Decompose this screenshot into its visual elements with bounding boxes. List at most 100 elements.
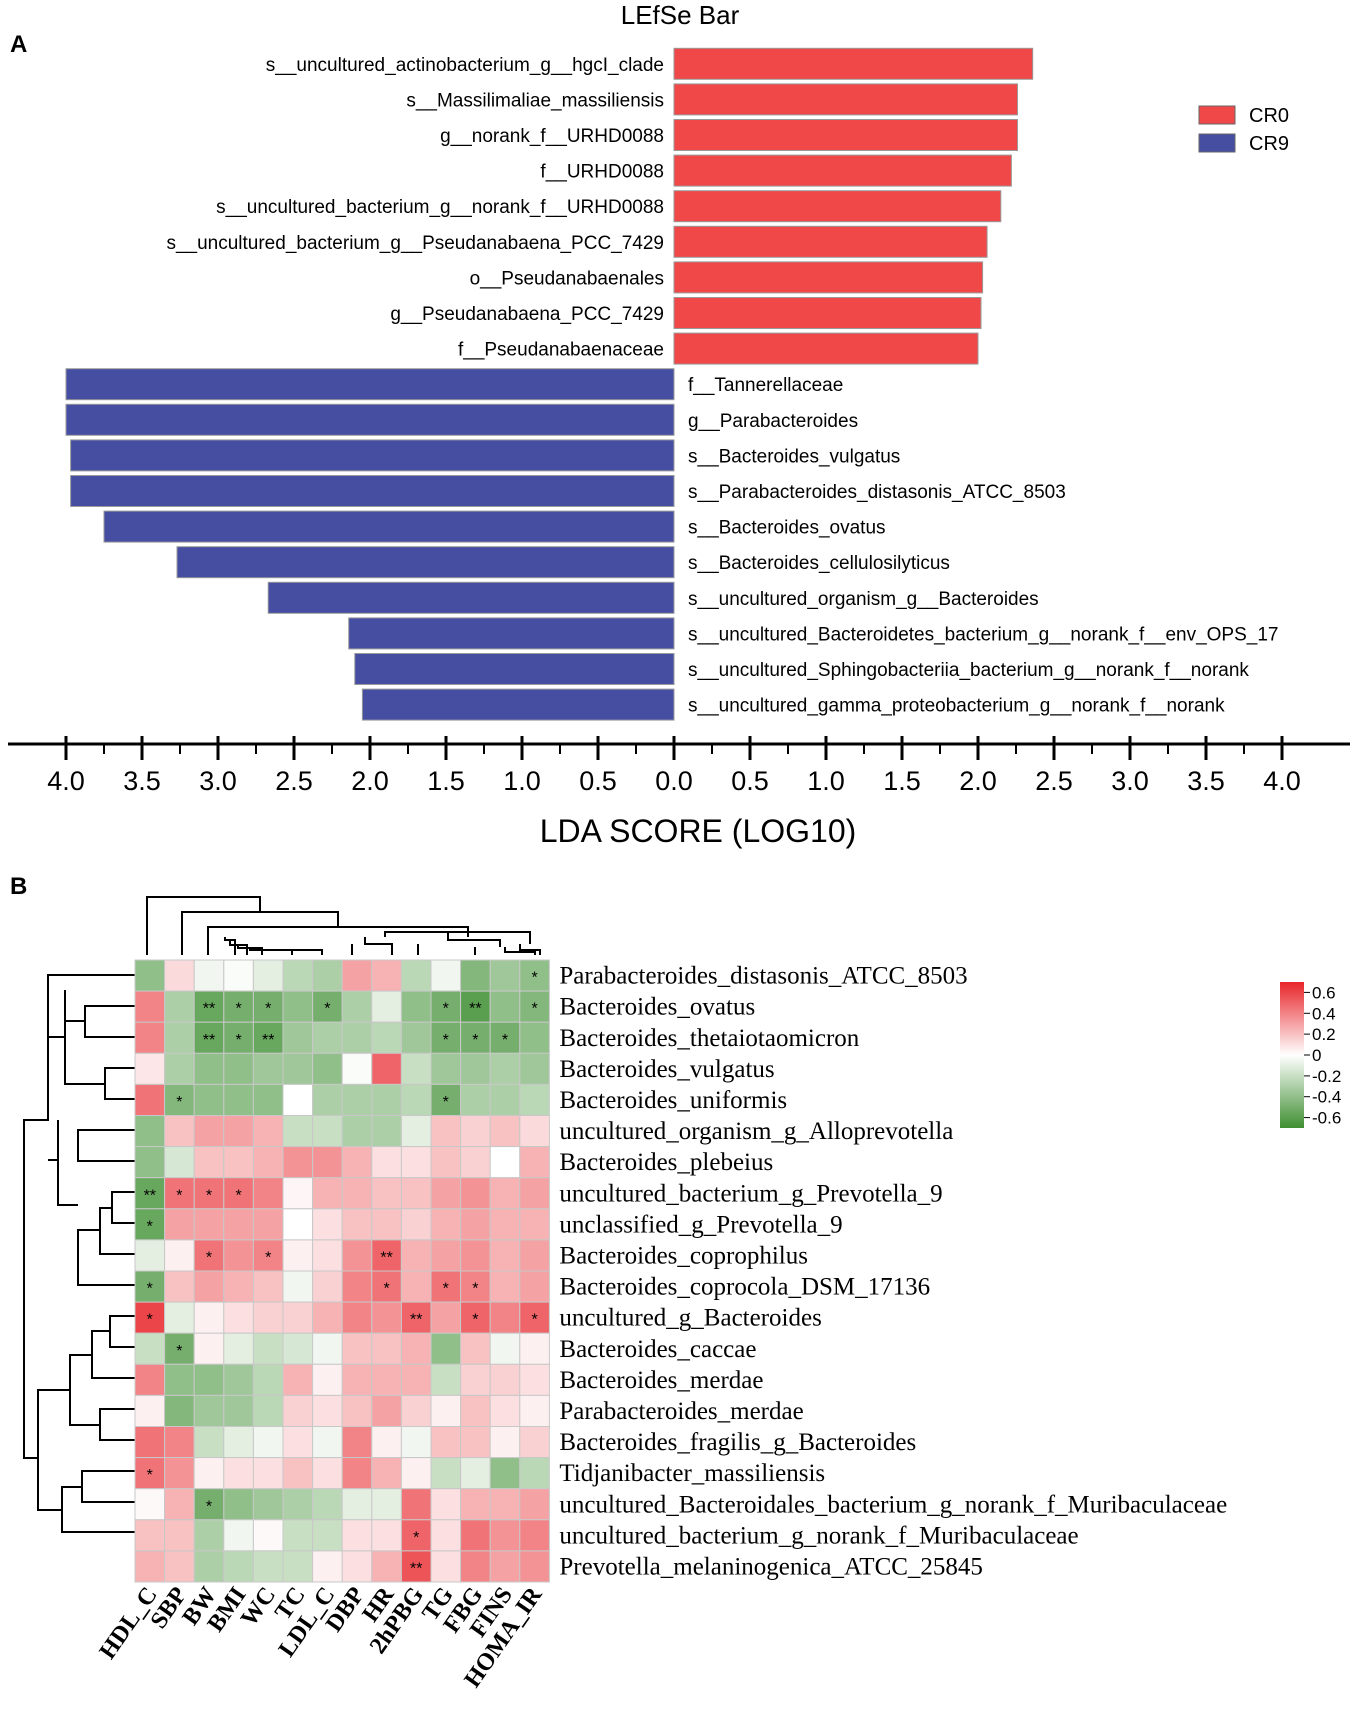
heatmap-cell — [164, 1052, 195, 1085]
heatmap-cell — [430, 1550, 462, 1583]
heatmap-cell — [341, 1363, 373, 1396]
col-dendro-link — [384, 931, 531, 944]
bar-cr9 — [65, 403, 675, 436]
bar-label-group: s__uncultured_actinobacterium_g__hgcI_cl… — [166, 55, 1278, 717]
bar-cr0 — [673, 297, 982, 329]
heatmap-cell — [400, 1550, 432, 1583]
heatmap-cell — [282, 959, 314, 992]
heatmap-cell — [223, 1394, 254, 1428]
heatmap-cell — [371, 1177, 402, 1210]
heatmap-cell — [341, 1146, 373, 1179]
heatmap-cell — [223, 1052, 254, 1085]
heatmap-cell — [341, 1426, 373, 1459]
row-label: unclassified_g_Prevotella_9 — [559, 1211, 842, 1238]
panel-b-label: B — [10, 873, 27, 900]
column-label-group: HDL_CSBPBWBMIWCTCLDL_CDBPHR2hPBGTGFBGFIN… — [95, 1582, 548, 1692]
heatmap-cell — [282, 1426, 314, 1459]
heatmap-cell — [312, 1146, 343, 1179]
heatmap-cell — [312, 1394, 343, 1428]
heatmap-cell — [519, 1519, 550, 1552]
heatmap-cell — [400, 1519, 432, 1552]
row-label: Prevotella_melaninogenica_ATCC_25845 — [559, 1554, 983, 1581]
heatmap-cell — [193, 1177, 225, 1210]
row-label: Bacteroides_plebeius — [559, 1149, 773, 1176]
heatmap-cell — [519, 1052, 550, 1085]
heatmap-cell — [134, 959, 166, 992]
heatmap-cell — [519, 1239, 550, 1272]
heatmap-cell — [193, 1052, 225, 1085]
significance-mark: ** — [410, 1312, 422, 1329]
heatmap-cell — [489, 1488, 521, 1521]
heatmap-cell — [430, 1115, 462, 1148]
row-label: uncultured_organism_g_Alloprevotella — [559, 1118, 953, 1145]
heatmap-cell — [134, 1115, 166, 1148]
significance-mark-group: *** * * * * ** *** * ** * * ** *** * * *** * *** * * ** ** * **… — [144, 970, 538, 1578]
heatmap-cell — [341, 1488, 373, 1521]
heatmap-cell — [164, 1239, 195, 1272]
heatmap-cell — [252, 1083, 284, 1117]
bar-cr9 — [65, 368, 675, 401]
heatmap-cell — [193, 1146, 225, 1179]
heatmap-cell — [460, 1083, 491, 1117]
bar-label: s__Bacteroides_vulgatus — [688, 446, 900, 467]
heatmap-cell — [430, 1519, 462, 1552]
row-dendro-link — [91, 1330, 135, 1379]
heatmap-cell — [252, 1457, 284, 1490]
row-dendro-link — [57, 1120, 78, 1206]
bar-label: g__norank_f__URHD0088 — [440, 126, 664, 147]
heatmap-cell — [252, 1426, 284, 1459]
heatmap-cell — [371, 1363, 402, 1396]
heatmap-cell — [430, 1083, 462, 1117]
significance-mark: ** — [410, 1561, 422, 1578]
heatmap-cell-group — [134, 959, 550, 1583]
col-dendro-link — [292, 949, 323, 955]
row-label: uncultured_Bacteroidales_bacterium_g_nor… — [559, 1491, 1227, 1518]
heatmap-cell — [400, 1208, 432, 1241]
col-dendro-link — [364, 937, 393, 955]
heatmap-cell — [134, 990, 166, 1023]
heatmap-cell — [312, 1457, 343, 1490]
col-dendro-link — [504, 947, 536, 955]
bar-cr0 — [673, 47, 1034, 80]
heatmap-cell — [519, 1550, 550, 1583]
heatmap-cell — [164, 1301, 195, 1334]
bar-label: s__uncultured_bacterium_g__Pseudanabaena… — [166, 233, 664, 254]
panel-b-correlation-heatmap: B — [10, 873, 1341, 1692]
significance-mark: * — [265, 1250, 271, 1267]
heatmap-cell — [371, 1519, 402, 1552]
heatmap-cell — [519, 990, 550, 1023]
bar-cr0 — [673, 119, 1018, 151]
heatmap-cell — [519, 1394, 550, 1428]
heatmap-cell — [430, 1021, 462, 1054]
bar-cr0 — [673, 261, 984, 294]
row-label: Bacteroides_vulgatus — [559, 1056, 774, 1083]
heatmap-cell — [193, 1519, 225, 1552]
significance-mark: ** — [203, 1001, 215, 1018]
row-label: Tidjanibacter_massiliensis — [559, 1460, 825, 1487]
heatmap-cell — [134, 1426, 166, 1459]
heatmap-cell — [519, 1457, 550, 1490]
heatmap-cell — [341, 1021, 373, 1054]
significance-mark: * — [235, 1032, 241, 1049]
heatmap-cell — [252, 1115, 284, 1148]
heatmap-cell — [193, 1083, 225, 1117]
heatmap-cell — [430, 1146, 462, 1179]
x-tick-label: 2.5 — [275, 766, 313, 796]
heatmap-cell — [223, 1457, 254, 1490]
heatmap-cell — [489, 990, 521, 1023]
heatmap-cell — [312, 1426, 343, 1459]
row-label: Bacteroides_caccae — [559, 1336, 756, 1363]
heatmap-cell — [460, 959, 491, 992]
bar-cr9 — [267, 581, 675, 614]
bar-cr9 — [361, 688, 675, 721]
heatmap-cell — [223, 1550, 254, 1583]
heatmap-cell — [164, 1270, 195, 1303]
heatmap-cell — [341, 1457, 373, 1490]
heatmap-cell — [489, 1519, 521, 1552]
heatmap-cell — [164, 1208, 195, 1241]
heatmap-cell — [282, 1488, 314, 1521]
heatmap-cell — [519, 1301, 550, 1334]
heatmap-cell — [460, 1519, 491, 1552]
heatmap-cell — [193, 1332, 225, 1365]
heatmap-cell — [193, 1239, 225, 1272]
